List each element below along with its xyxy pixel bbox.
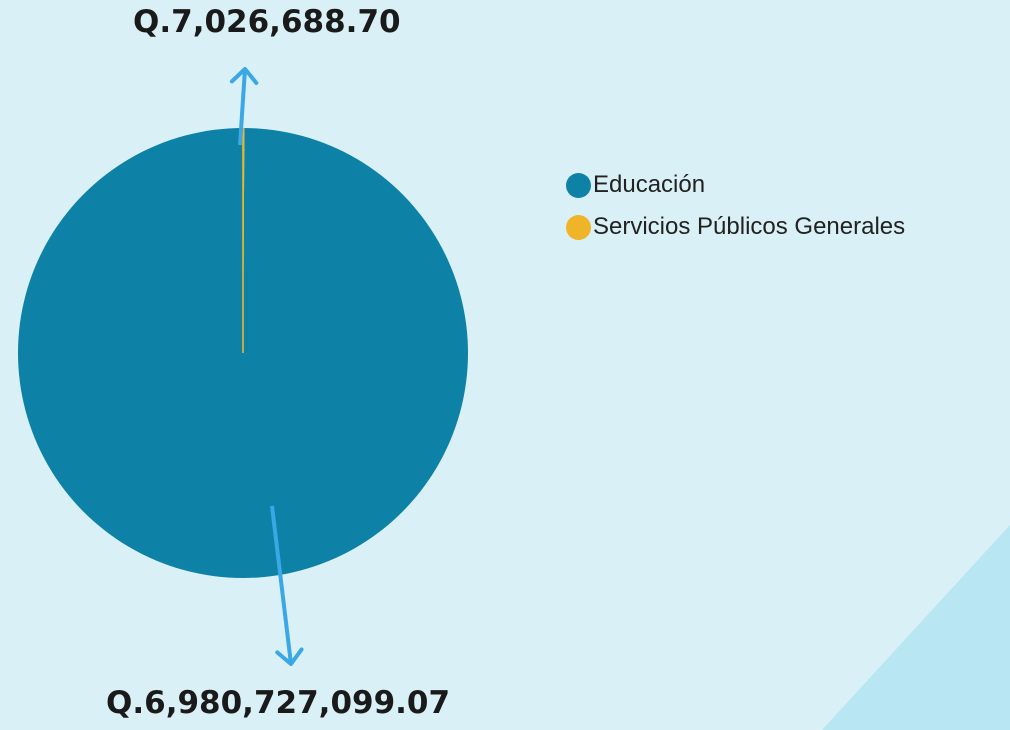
legend-label-educacion: Educación — [593, 171, 706, 198]
slice-value-label-educacion: Q.6,980,727,099.07 — [106, 685, 451, 721]
pie-slices — [17, 128, 468, 579]
pie-arrows — [229, 67, 304, 666]
pie-slice-educacion — [17, 128, 468, 579]
arrow-servicios — [229, 67, 259, 146]
slice-value-label-servicios: Q.7,026,688.70 — [133, 4, 401, 40]
arrow-educacion — [270, 505, 304, 666]
legend-item-educacion: Educación — [566, 171, 905, 199]
legend-swatch-educacion — [566, 172, 591, 198]
legend-item-servicios: Servicios Públicos Generales — [566, 213, 905, 241]
legend-swatch-servicios — [566, 214, 591, 240]
chart-legend: Educación Servicios Públicos Generales — [566, 171, 905, 255]
legend-label-servicios: Servicios Públicos Generales — [593, 213, 906, 240]
background-triangle — [822, 525, 1010, 730]
